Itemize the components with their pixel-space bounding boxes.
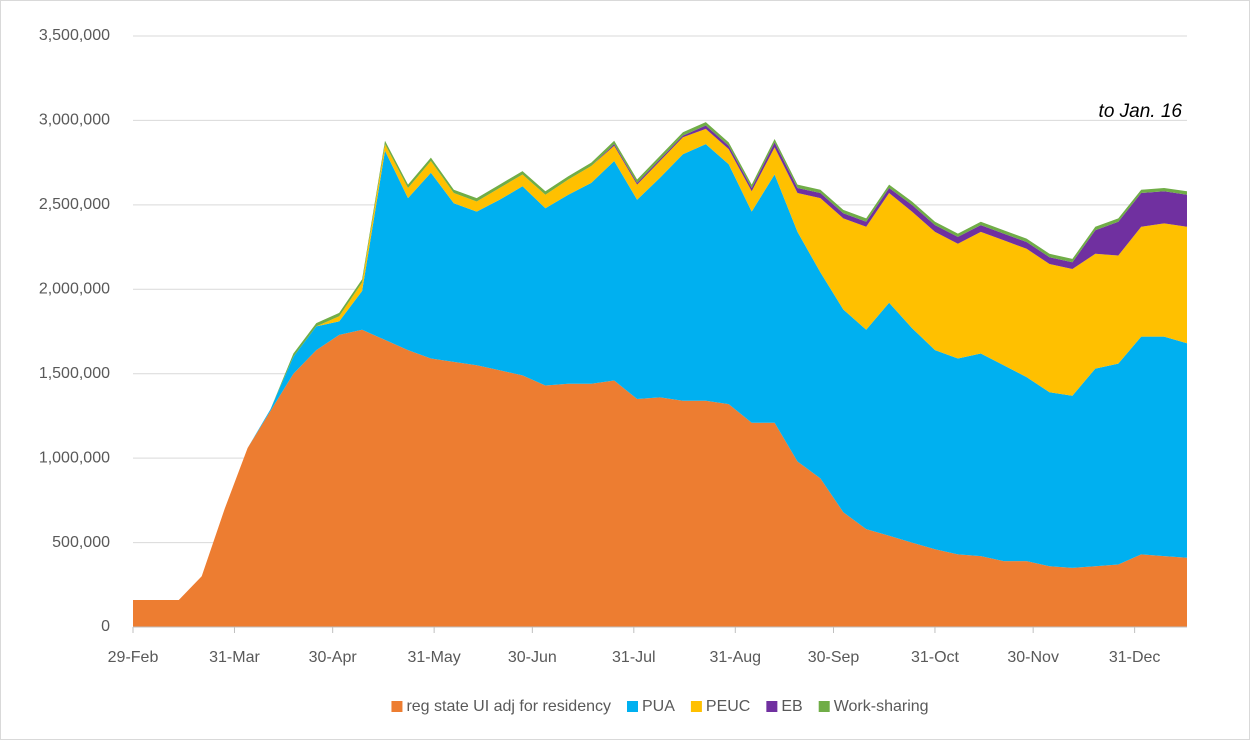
annotation: to Jan. 16 xyxy=(1099,101,1183,122)
x-tick-label: 31-Mar xyxy=(209,649,260,666)
legend-swatch xyxy=(818,701,830,712)
legend-label: reg state UI adj for residency xyxy=(406,698,611,715)
x-tick-label: 30-Sep xyxy=(808,649,860,666)
legend-item: EB xyxy=(766,698,803,715)
x-tick-label: 31-Oct xyxy=(911,649,960,666)
legend-swatch xyxy=(627,701,638,712)
y-tick-label: 500,000 xyxy=(52,534,110,551)
x-tick-label: 31-Jul xyxy=(612,649,656,666)
legend-item: PUA xyxy=(627,698,675,715)
legend-item: Work-sharing xyxy=(818,698,929,715)
area xyxy=(133,128,1187,600)
x-tick-label: 29-Feb xyxy=(108,649,159,666)
legend-item: reg state UI adj for residency xyxy=(391,698,611,715)
area xyxy=(133,144,1187,600)
legend: reg state UI adj for residency PUA PEUC EB W… xyxy=(391,698,929,715)
x-tick-label: 30-Jun xyxy=(508,649,557,666)
legend-label: PEUC xyxy=(706,698,750,715)
y-tick-label: 1,500,000 xyxy=(39,365,110,382)
y-tick-label: 1,000,000 xyxy=(39,449,110,466)
y-tick-label: 3,500,000 xyxy=(39,27,110,44)
y-tick-label: 3,000,000 xyxy=(39,112,110,129)
y-tick-label: 2,000,000 xyxy=(39,281,110,298)
legend-label: EB xyxy=(781,698,802,715)
legend-swatch xyxy=(391,701,403,712)
legend-label: PUA xyxy=(642,698,675,715)
x-tick-label: 30-Nov xyxy=(1007,649,1059,666)
y-tick-label: 0 xyxy=(101,618,110,635)
x-tick-label: 31-Aug xyxy=(709,649,761,666)
x-tick-label: 31-May xyxy=(407,649,460,666)
legend-item: PEUC xyxy=(690,698,750,715)
x-tick-label: 30-Apr xyxy=(309,649,358,666)
area xyxy=(133,329,1187,627)
x-tick-label: 31-Dec xyxy=(1109,649,1161,666)
legend-swatch xyxy=(766,701,778,712)
y-tick-label: 2,500,000 xyxy=(39,196,110,213)
legend-label: Work-sharing xyxy=(834,698,929,715)
legend-swatch xyxy=(690,701,702,712)
